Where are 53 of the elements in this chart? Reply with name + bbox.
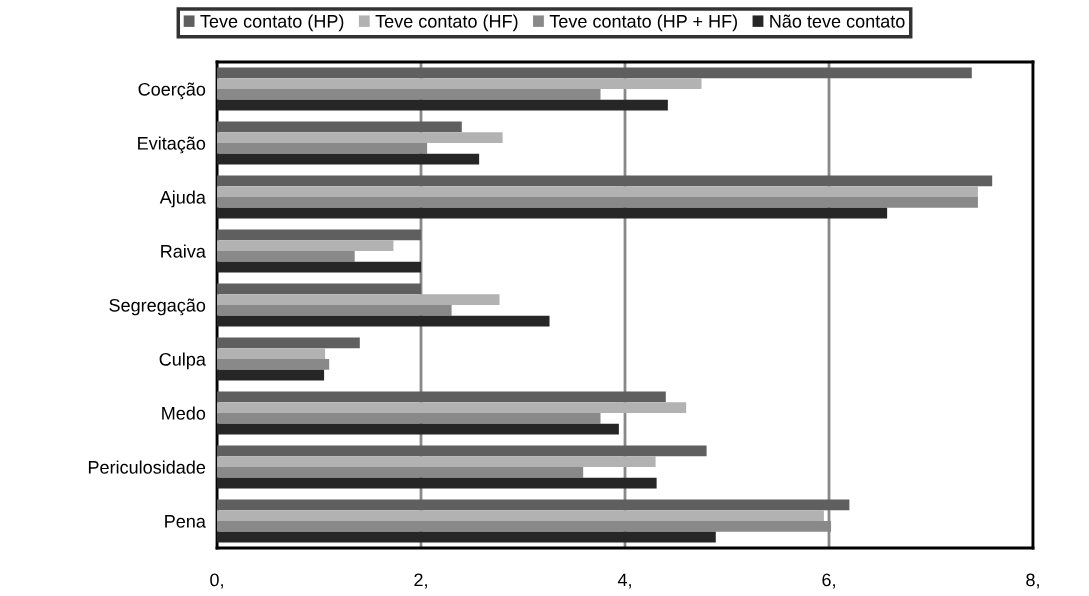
bar bbox=[217, 294, 500, 305]
bar bbox=[217, 207, 888, 219]
x-tick-label: 0, bbox=[210, 573, 223, 589]
bar bbox=[217, 359, 330, 370]
y-tick-label: Segregação bbox=[109, 298, 206, 316]
bar bbox=[217, 121, 462, 133]
bar bbox=[217, 240, 394, 251]
bar bbox=[217, 175, 993, 187]
x-tick-label: 6, bbox=[822, 573, 835, 589]
bar bbox=[217, 132, 503, 143]
y-tick-label: Raiva bbox=[161, 244, 206, 258]
bar bbox=[217, 423, 619, 435]
bar bbox=[217, 315, 550, 327]
bar bbox=[217, 337, 360, 349]
bar bbox=[217, 197, 978, 208]
bar bbox=[217, 391, 666, 403]
bar bbox=[217, 499, 850, 511]
bar bbox=[217, 348, 326, 359]
x-tick-label: 2, bbox=[414, 573, 427, 589]
y-tick-label: Coerção bbox=[138, 82, 206, 100]
bar bbox=[217, 456, 656, 467]
legend-label: Não teve contato bbox=[770, 14, 905, 28]
bar bbox=[217, 89, 601, 100]
bar bbox=[217, 413, 601, 424]
bar bbox=[217, 143, 428, 154]
y-tick-label: Medo bbox=[162, 406, 206, 420]
bar bbox=[217, 283, 421, 295]
legend-label: Teve contato (HP) bbox=[200, 14, 344, 32]
x-tick-label: 4, bbox=[617, 573, 631, 589]
bar bbox=[217, 261, 421, 273]
y-tick-label: Pena bbox=[165, 515, 206, 528]
y-tick-label: Culpa bbox=[159, 352, 206, 370]
legend-label: Teve contato (HP + HF) bbox=[549, 14, 737, 32]
bar bbox=[217, 445, 707, 457]
bar bbox=[217, 467, 584, 478]
y-tick-label: Ajuda bbox=[159, 190, 206, 208]
bar bbox=[217, 67, 972, 79]
x-tick-label: 8, bbox=[1026, 573, 1039, 589]
legend-label: Teve contato (HF) bbox=[375, 14, 518, 32]
y-tick-label: Evitação bbox=[138, 136, 206, 154]
bar bbox=[217, 510, 824, 521]
bar bbox=[217, 99, 668, 111]
bar bbox=[217, 229, 421, 241]
bar bbox=[217, 153, 480, 165]
bar bbox=[217, 251, 355, 262]
bar bbox=[217, 369, 325, 381]
bar bbox=[217, 78, 702, 89]
bar bbox=[217, 186, 978, 197]
bar bbox=[217, 305, 452, 316]
bar bbox=[217, 531, 716, 543]
bar bbox=[217, 402, 687, 413]
bar bbox=[217, 477, 657, 489]
y-tick-label: Periculosidade bbox=[88, 460, 206, 474]
